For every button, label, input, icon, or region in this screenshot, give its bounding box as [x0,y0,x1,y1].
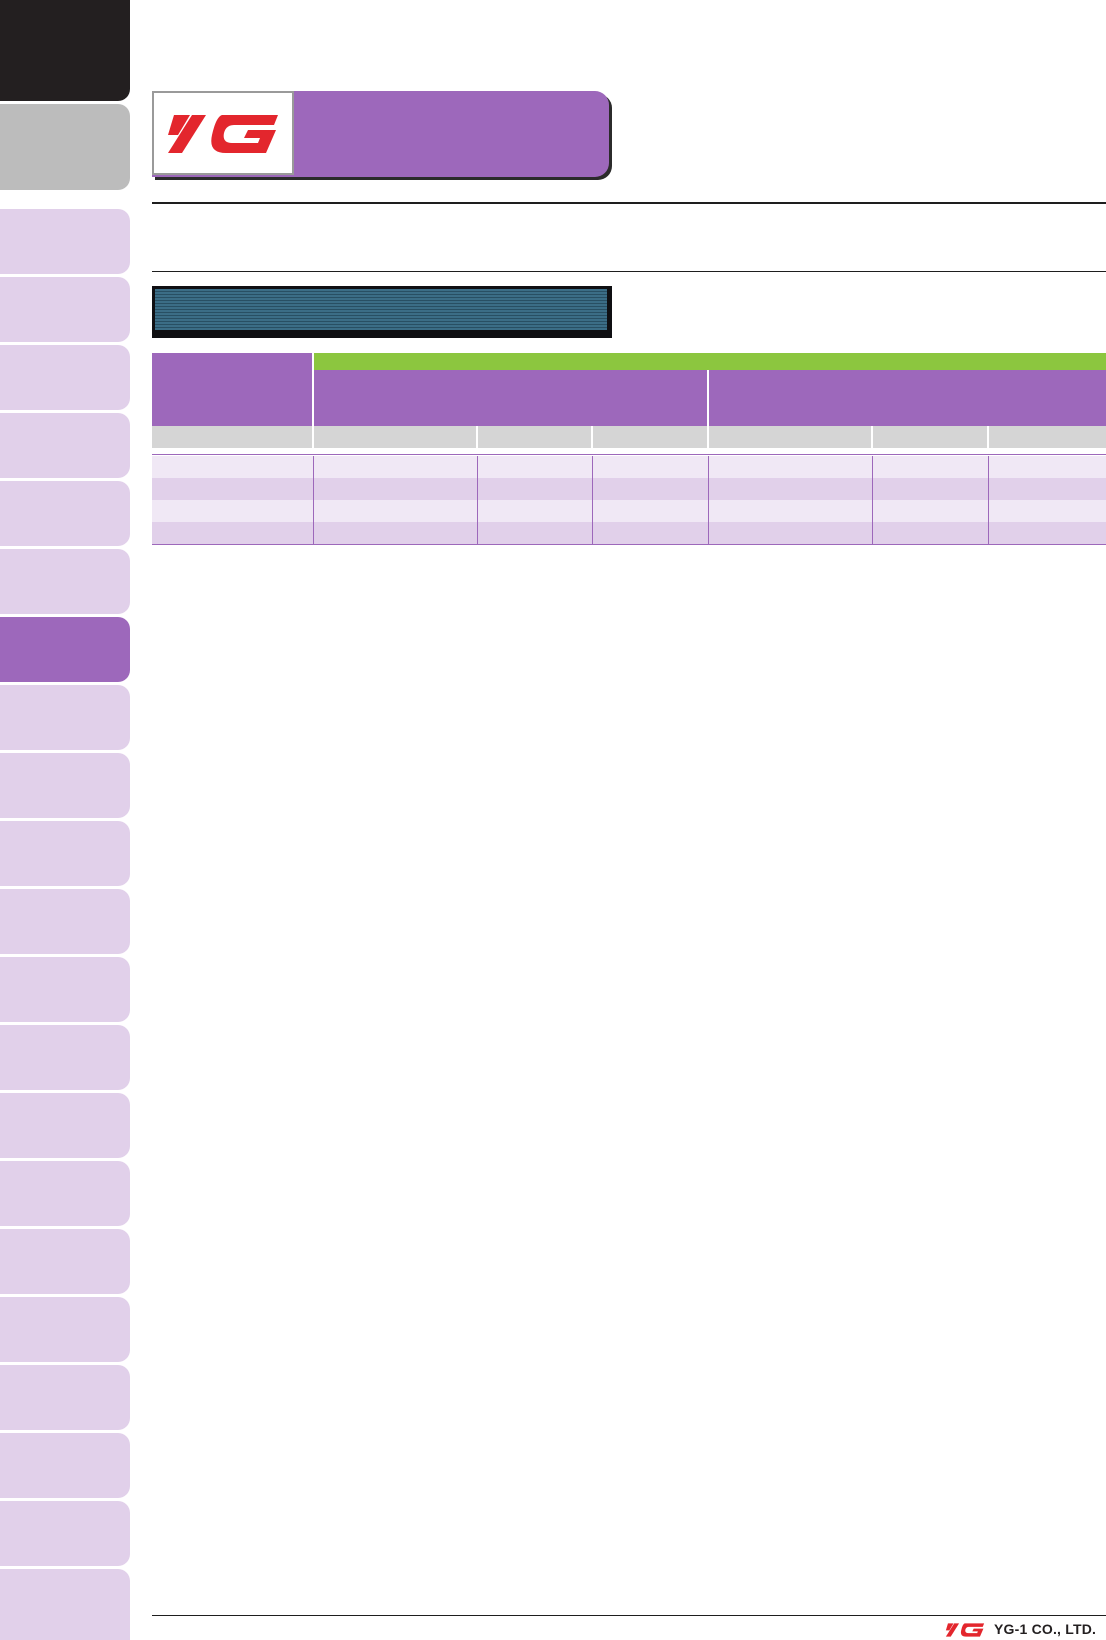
sidebar-tab-3[interactable] [0,345,130,410]
sidebar-tab-19[interactable] [0,1433,130,1498]
table-cell [989,522,1106,544]
table-cell [314,522,478,544]
sidebar-tab-4[interactable] [0,413,130,478]
sidebar-tab-9[interactable] [0,753,130,818]
table-subheader-row [152,426,1106,448]
footer-divider [152,1615,1106,1616]
table-cell [478,456,593,478]
table-cell [873,478,989,500]
table-row [152,522,1106,545]
sidebar-tab-top[interactable] [0,0,130,101]
sidebar-tab-1[interactable] [0,209,130,274]
table-body-top-rule [152,454,1106,455]
table-header-group-1 [314,370,707,426]
sidebar-tab-8[interactable] [0,685,130,750]
table-cell [314,500,478,522]
table-cell [709,478,873,500]
sidebar-tab-7-active[interactable] [0,617,130,682]
table-cell [989,500,1106,522]
header-logo [152,91,294,175]
subheader-cell [478,426,593,448]
table-row [152,456,1106,479]
table-cell [593,478,709,500]
table-cell [152,456,314,478]
sidebar-tab-5[interactable] [0,481,130,546]
table-cell [989,478,1106,500]
table-header-group-bar [314,353,1106,370]
table-cell [478,522,593,544]
sidebar-tab-16[interactable] [0,1229,130,1294]
table-cell [989,456,1106,478]
subheader-cell [873,426,989,448]
table-header-left [152,353,312,426]
sidebar-tab-14[interactable] [0,1093,130,1158]
table-cell [873,456,989,478]
sidebar-tab-10[interactable] [0,821,130,886]
table-cell [314,478,478,500]
sidebar-tab-13[interactable] [0,1025,130,1090]
subheader-cell [593,426,709,448]
table-cell [709,500,873,522]
table-cell [873,522,989,544]
subheader-divider [152,271,1106,272]
table-cell [478,500,593,522]
sidebar-tab-12[interactable] [0,957,130,1022]
table-cell [593,522,709,544]
table-cell [152,522,314,544]
table-row [152,478,1106,501]
subheader-cell [989,426,1106,448]
table-cell [314,456,478,478]
sidebar-tab-17[interactable] [0,1297,130,1362]
sidebar-tab-11[interactable] [0,889,130,954]
sidebar-tab-2[interactable] [0,277,130,342]
sidebar-tab-15[interactable] [0,1161,130,1226]
table-cell [593,456,709,478]
sidebar-tab-21[interactable] [0,1569,130,1640]
table-header-group-2 [709,370,1106,426]
table-cell [709,456,873,478]
table-cell [873,500,989,522]
table-cell [478,478,593,500]
table-cell [152,500,314,522]
section-title-bar-fill [155,289,607,330]
sidebar-tab-6[interactable] [0,549,130,614]
section-title-bar [152,286,612,338]
table-cell [593,500,709,522]
yg-footer-logo-icon [945,1623,985,1637]
subheader-cell [314,426,478,448]
subheader-cell [709,426,873,448]
table-cell [709,522,873,544]
sidebar-tab-gray[interactable] [0,104,130,190]
footer-company-name: YG-1 CO., LTD. [994,1621,1097,1637]
table-cell [152,478,314,500]
sidebar-tab-20[interactable] [0,1501,130,1566]
sidebar-tab-18[interactable] [0,1365,130,1430]
table-row [152,500,1106,523]
subheader-cell [152,426,314,448]
header-divider [152,202,1106,204]
yg-logo-icon [168,115,278,153]
